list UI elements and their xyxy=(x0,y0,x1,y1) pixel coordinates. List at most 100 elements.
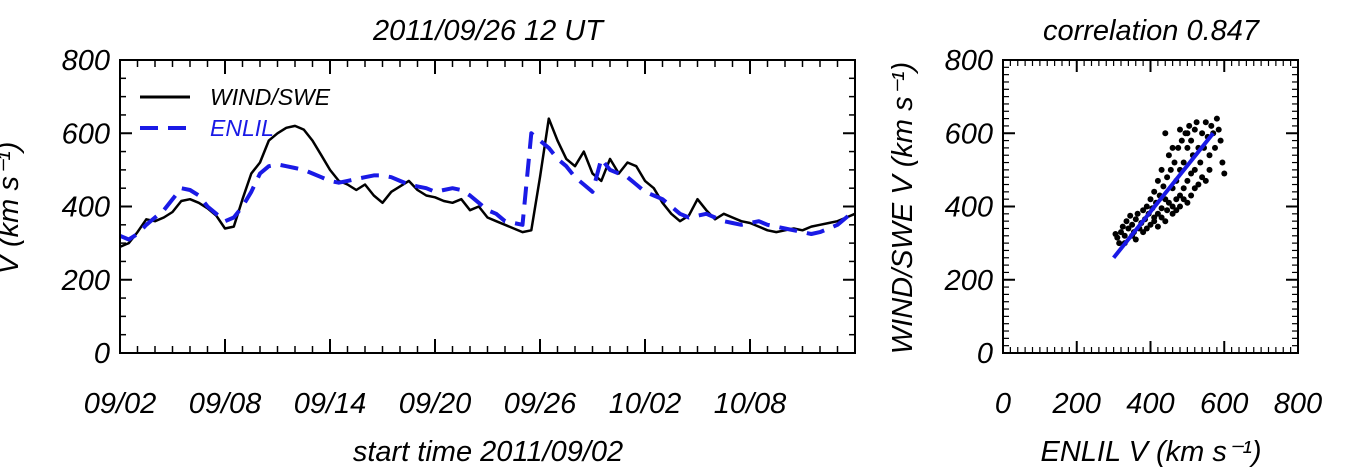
scatter-point xyxy=(1173,207,1180,214)
scatter-point xyxy=(1199,174,1206,181)
scatter-point xyxy=(1188,192,1195,199)
y-tick-label: 600 xyxy=(62,118,110,150)
scatter-point xyxy=(1188,170,1195,177)
scatter-title: correlation 0.847 xyxy=(1043,15,1261,47)
scatter-point xyxy=(1154,177,1161,184)
scatter-point xyxy=(1191,166,1198,173)
scatter-ticks: 0 200 400 600 800 0 200 400 600 800 xyxy=(944,45,1323,420)
scatter-point xyxy=(1193,119,1200,126)
series-line-wind-swe xyxy=(119,117,856,248)
time-series-title: 2011/09/26 12 UT xyxy=(372,15,605,47)
scatter-point xyxy=(1118,229,1124,236)
scatter-point xyxy=(1180,185,1187,192)
scatter-point xyxy=(1175,144,1182,151)
scatter-point xyxy=(1132,216,1139,223)
time-series-ticks: 0 200 400 600 800 09/02 09/08 09/14 09/20 09/26 10… xyxy=(61,45,855,420)
scatter-point xyxy=(1180,159,1187,166)
scatter-point xyxy=(1188,137,1195,144)
x-tick-label: 09/26 xyxy=(504,388,577,420)
scatter-point xyxy=(1154,210,1161,217)
scatter-point xyxy=(1116,240,1123,247)
scatter-point xyxy=(1121,232,1128,239)
scatter-point xyxy=(1208,122,1215,129)
series-line-enlil xyxy=(119,131,857,242)
scatter-point xyxy=(1195,181,1202,188)
scatter-point xyxy=(1202,119,1209,126)
fit-line xyxy=(1112,132,1215,260)
scatter-point xyxy=(1151,218,1158,225)
scatter-point xyxy=(1184,130,1191,137)
scatter-point xyxy=(1151,188,1158,195)
scatter-y-tick-label: 200 xyxy=(944,265,993,297)
scatter-point xyxy=(1114,234,1121,241)
legend: WIND/SWE ENLIL xyxy=(140,84,331,141)
scatter-x-tick-label: 600 xyxy=(1200,388,1248,420)
scatter-xlabel: ENLIL V (km s⁻¹) xyxy=(1040,436,1261,468)
scatter-point xyxy=(1127,212,1134,219)
time-series-ylabel: V (km s⁻¹) xyxy=(0,142,25,275)
y-tick-label: 400 xyxy=(62,192,110,224)
y-tick-label: 0 xyxy=(94,338,110,370)
scatter-point xyxy=(1191,126,1198,133)
scatter-point xyxy=(1162,130,1169,137)
scatter-point xyxy=(1213,115,1220,122)
scatter-point xyxy=(1164,174,1171,181)
scatter-y-tick-label: 400 xyxy=(945,192,993,224)
y-tick-label: 800 xyxy=(62,45,110,77)
scatter-point xyxy=(1129,221,1136,228)
scatter-point xyxy=(1147,196,1154,203)
scatter-point xyxy=(1199,130,1206,137)
x-tick-label: 10/02 xyxy=(609,388,682,420)
scatter-panel: correlation 0.847 ENLIL V (km s⁻¹) WIND/… xyxy=(887,15,1322,468)
scatter-point xyxy=(1177,203,1183,210)
scatter-point xyxy=(1171,159,1178,166)
scatter-point xyxy=(1160,183,1167,190)
x-tick-label: 09/08 xyxy=(189,388,262,420)
scatter-point xyxy=(1215,126,1222,133)
scatter-point xyxy=(1219,159,1226,166)
scatter-point xyxy=(1140,229,1147,236)
scatter-point xyxy=(1178,137,1185,144)
scatter-point xyxy=(1177,126,1183,133)
y-tick-label: 200 xyxy=(61,265,110,297)
scatter-point xyxy=(1186,122,1193,129)
scatter-point xyxy=(1221,170,1228,177)
scatter-point xyxy=(1169,144,1176,151)
scatter-x-tick-label: 200 xyxy=(1052,388,1101,420)
scatter-point xyxy=(1212,144,1218,151)
scatter-point xyxy=(1202,177,1209,184)
scatter-point xyxy=(1162,218,1169,225)
time-series-xlabel: start time 2011/09/02 xyxy=(353,436,623,468)
legend-label-wind: WIND/SWE xyxy=(210,84,331,110)
scatter-point xyxy=(1206,152,1213,159)
scatter-point xyxy=(1125,225,1132,232)
scatter-point xyxy=(1123,218,1130,225)
scatter-point xyxy=(1154,223,1161,230)
scatter-point xyxy=(1143,203,1150,210)
scatter-y-tick-label: 0 xyxy=(977,338,993,370)
scatter-point xyxy=(1165,199,1172,206)
scatter-point xyxy=(1158,205,1165,212)
scatter-point xyxy=(1184,199,1191,206)
scatter-point xyxy=(1177,192,1183,199)
x-tick-label: 09/02 xyxy=(84,388,157,420)
scatter-x-tick-label: 800 xyxy=(1274,388,1322,420)
scatter-point xyxy=(1164,207,1171,214)
scatter-point xyxy=(1158,166,1165,173)
scatter-point xyxy=(1119,223,1126,230)
scatter-point xyxy=(1191,185,1198,192)
legend-label-enlil: ENLIL xyxy=(210,115,274,141)
x-tick-label: 10/08 xyxy=(714,388,787,420)
scatter-point xyxy=(1134,210,1141,217)
scatter-ylabel: WIND/SWE V (km s⁻¹) xyxy=(887,62,919,354)
scatter-point xyxy=(1167,166,1174,173)
scatter-point xyxy=(1197,159,1204,166)
scatter-point xyxy=(1165,152,1172,159)
scatter-point xyxy=(1184,144,1191,151)
scatter-x-tick-label: 0 xyxy=(995,388,1011,420)
time-series-panel: 2011/09/26 12 UT start time 2011/09/02 V… xyxy=(0,15,857,468)
x-tick-label: 09/20 xyxy=(399,388,472,420)
scatter-point xyxy=(1143,225,1150,232)
time-series-lines xyxy=(119,117,857,248)
